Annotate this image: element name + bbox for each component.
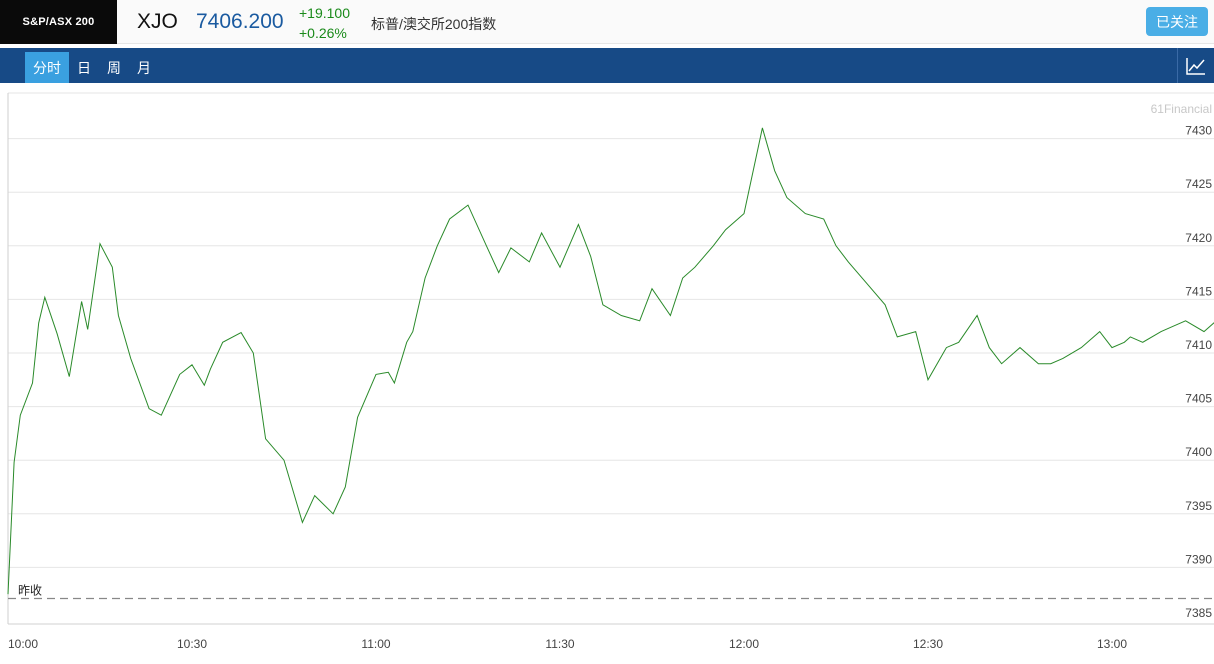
y-tick-label: 7405 bbox=[1185, 392, 1212, 406]
change-value: +19.100 bbox=[299, 5, 350, 21]
symbol: XJO bbox=[137, 10, 178, 33]
line-chart-icon bbox=[1186, 57, 1205, 75]
index-badge: S&P/ASX 200 bbox=[0, 0, 117, 44]
y-tick-label: 7385 bbox=[1185, 606, 1212, 620]
x-tick-label: 10:30 bbox=[177, 637, 207, 651]
chart-svg: 7385 7390 7395 7400 7405 7410 7415 7420 7425 7430… bbox=[7, 92, 1214, 651]
x-tick-label: 11:00 bbox=[361, 637, 390, 651]
intraday-chart: 7385 7390 7395 7400 7405 7410 7415 7420 7425 7430… bbox=[0, 83, 1214, 659]
y-tick-label: 7425 bbox=[1185, 177, 1212, 191]
index-name: 标普/澳交所200指数 bbox=[371, 16, 497, 32]
prev-close-label: 昨收 bbox=[18, 583, 42, 597]
x-tick-label: 12:00 bbox=[729, 637, 759, 651]
tab-day[interactable]: 日 bbox=[77, 59, 91, 76]
x-tick-label: 11:30 bbox=[545, 637, 574, 651]
quote-header: S&P/ASX 200 XJO 7406.200 +19.100 +0.26% … bbox=[0, 0, 1214, 44]
change-block: +19.100 +0.26% bbox=[299, 3, 350, 43]
y-tick-label: 7410 bbox=[1185, 338, 1212, 352]
y-tick-label: 7420 bbox=[1185, 231, 1212, 245]
last-price: 7406.200 bbox=[196, 10, 284, 33]
x-tick-label: 12:30 bbox=[913, 637, 943, 651]
tab-week[interactable]: 周 bbox=[107, 59, 121, 76]
y-tick-label: 7400 bbox=[1185, 445, 1212, 459]
period-tabbar: 分时 日 周 月 bbox=[0, 48, 1214, 83]
period-tabs: 分时 日 周 月 bbox=[25, 52, 159, 83]
y-tick-label: 7390 bbox=[1185, 552, 1212, 566]
x-tick-label: 13:00 bbox=[1097, 637, 1127, 651]
follow-button[interactable]: 已关注 bbox=[1146, 7, 1208, 36]
y-tick-label: 7430 bbox=[1185, 124, 1212, 138]
price-line bbox=[7, 127, 1214, 595]
change-percent: +0.26% bbox=[299, 25, 347, 41]
y-tick-label: 7415 bbox=[1185, 284, 1212, 298]
y-tick-label: 7395 bbox=[1185, 499, 1212, 513]
x-tick-label: 10:00 bbox=[8, 637, 38, 651]
watermark: 61Financial bbox=[1151, 102, 1212, 116]
tab-month[interactable]: 月 bbox=[137, 59, 151, 76]
chart-toggle-button[interactable] bbox=[1177, 48, 1214, 83]
tab-intraday[interactable]: 分时 bbox=[25, 52, 69, 83]
